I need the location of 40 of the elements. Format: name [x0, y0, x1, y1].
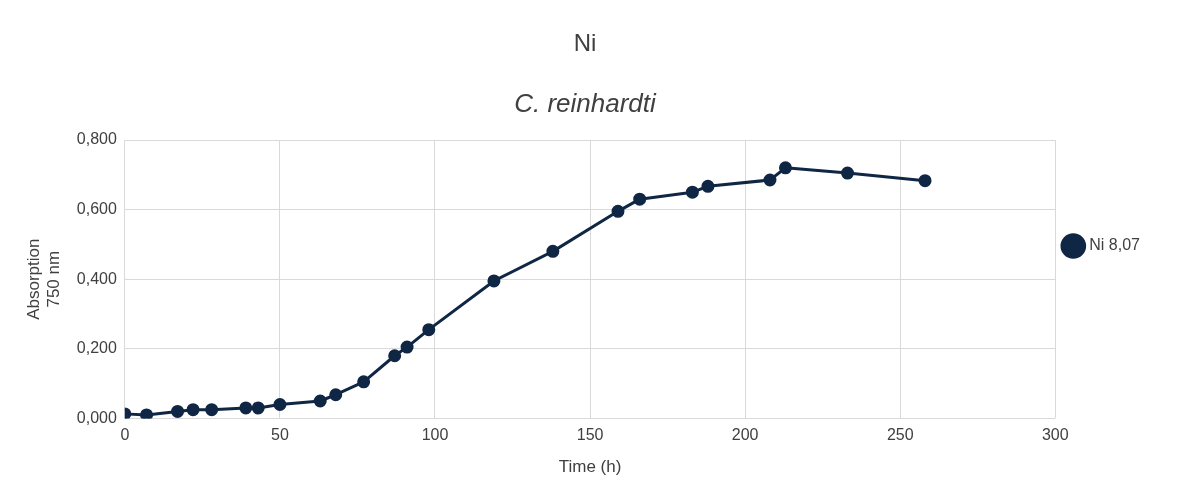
point — [918, 174, 932, 188]
x-tick-label: 300 — [1041, 426, 1069, 444]
x-tick-label: 150 — [576, 426, 604, 444]
point — [701, 179, 715, 193]
x-axis-title: Time (h) — [558, 457, 622, 477]
point — [357, 375, 371, 389]
point — [251, 401, 265, 415]
point — [140, 408, 154, 419]
x-tick-label: 0 — [120, 426, 130, 444]
point — [313, 394, 327, 408]
point — [778, 161, 792, 175]
y-tick-label: 0,400 — [76, 269, 117, 287]
point — [763, 173, 777, 187]
chart-subtitle: C. reinhardti — [514, 87, 658, 118]
point — [611, 204, 625, 218]
y-axis-title: Absorption 750 nm — [23, 238, 64, 320]
point — [388, 349, 402, 363]
point — [841, 166, 854, 180]
x-tick-label: 50 — [271, 426, 289, 444]
x-tick-label: 250 — [886, 426, 914, 444]
point — [633, 192, 647, 206]
point — [685, 185, 699, 199]
point — [400, 340, 414, 354]
point — [186, 403, 200, 417]
y-tick-label: 0,200 — [76, 339, 117, 357]
x-tick-label: 200 — [731, 426, 759, 444]
legend-label: Ni 8,07 — [1089, 236, 1141, 254]
point — [329, 388, 343, 402]
point — [487, 274, 501, 288]
point — [205, 403, 219, 417]
chart-title: Ni — [573, 29, 597, 57]
point — [422, 323, 436, 337]
point — [546, 244, 560, 258]
y-tick-label: 0,600 — [76, 200, 117, 218]
point — [171, 404, 185, 418]
point — [239, 401, 253, 415]
y-tick-label: 0,800 — [76, 130, 117, 148]
x-tick-label: 100 — [421, 426, 449, 444]
point — [273, 397, 287, 411]
y-tick-label: 0,000 — [76, 408, 117, 426]
